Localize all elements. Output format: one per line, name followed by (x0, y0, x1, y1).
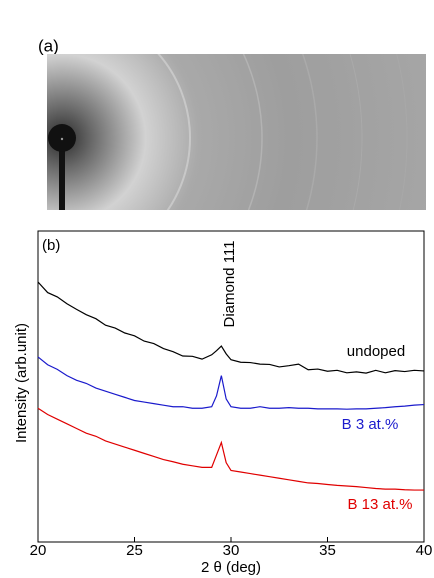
x-axis-label: 2 θ (deg) (201, 559, 261, 576)
diffraction-image (47, 54, 426, 210)
y-axis-label: Intensity (arb.unit) (13, 323, 30, 443)
series-label: B 3 at.% (342, 416, 399, 433)
series-label: B 13 at.% (347, 496, 412, 513)
series-line (37, 407, 424, 491)
x-tick-label: 35 (319, 542, 336, 559)
series-label: undoped (347, 343, 405, 360)
series-line (37, 356, 425, 410)
panel-label: (a) (38, 36, 59, 55)
x-tick-label: 30 (223, 542, 240, 559)
x-tick-label: 25 (126, 542, 143, 559)
peak-annotation: Diamond 111 (221, 241, 238, 328)
panel-label: (b) (42, 237, 60, 254)
series-line (37, 281, 425, 374)
x-tick-label: 20 (30, 542, 47, 559)
x-tick-label: 40 (416, 542, 433, 559)
